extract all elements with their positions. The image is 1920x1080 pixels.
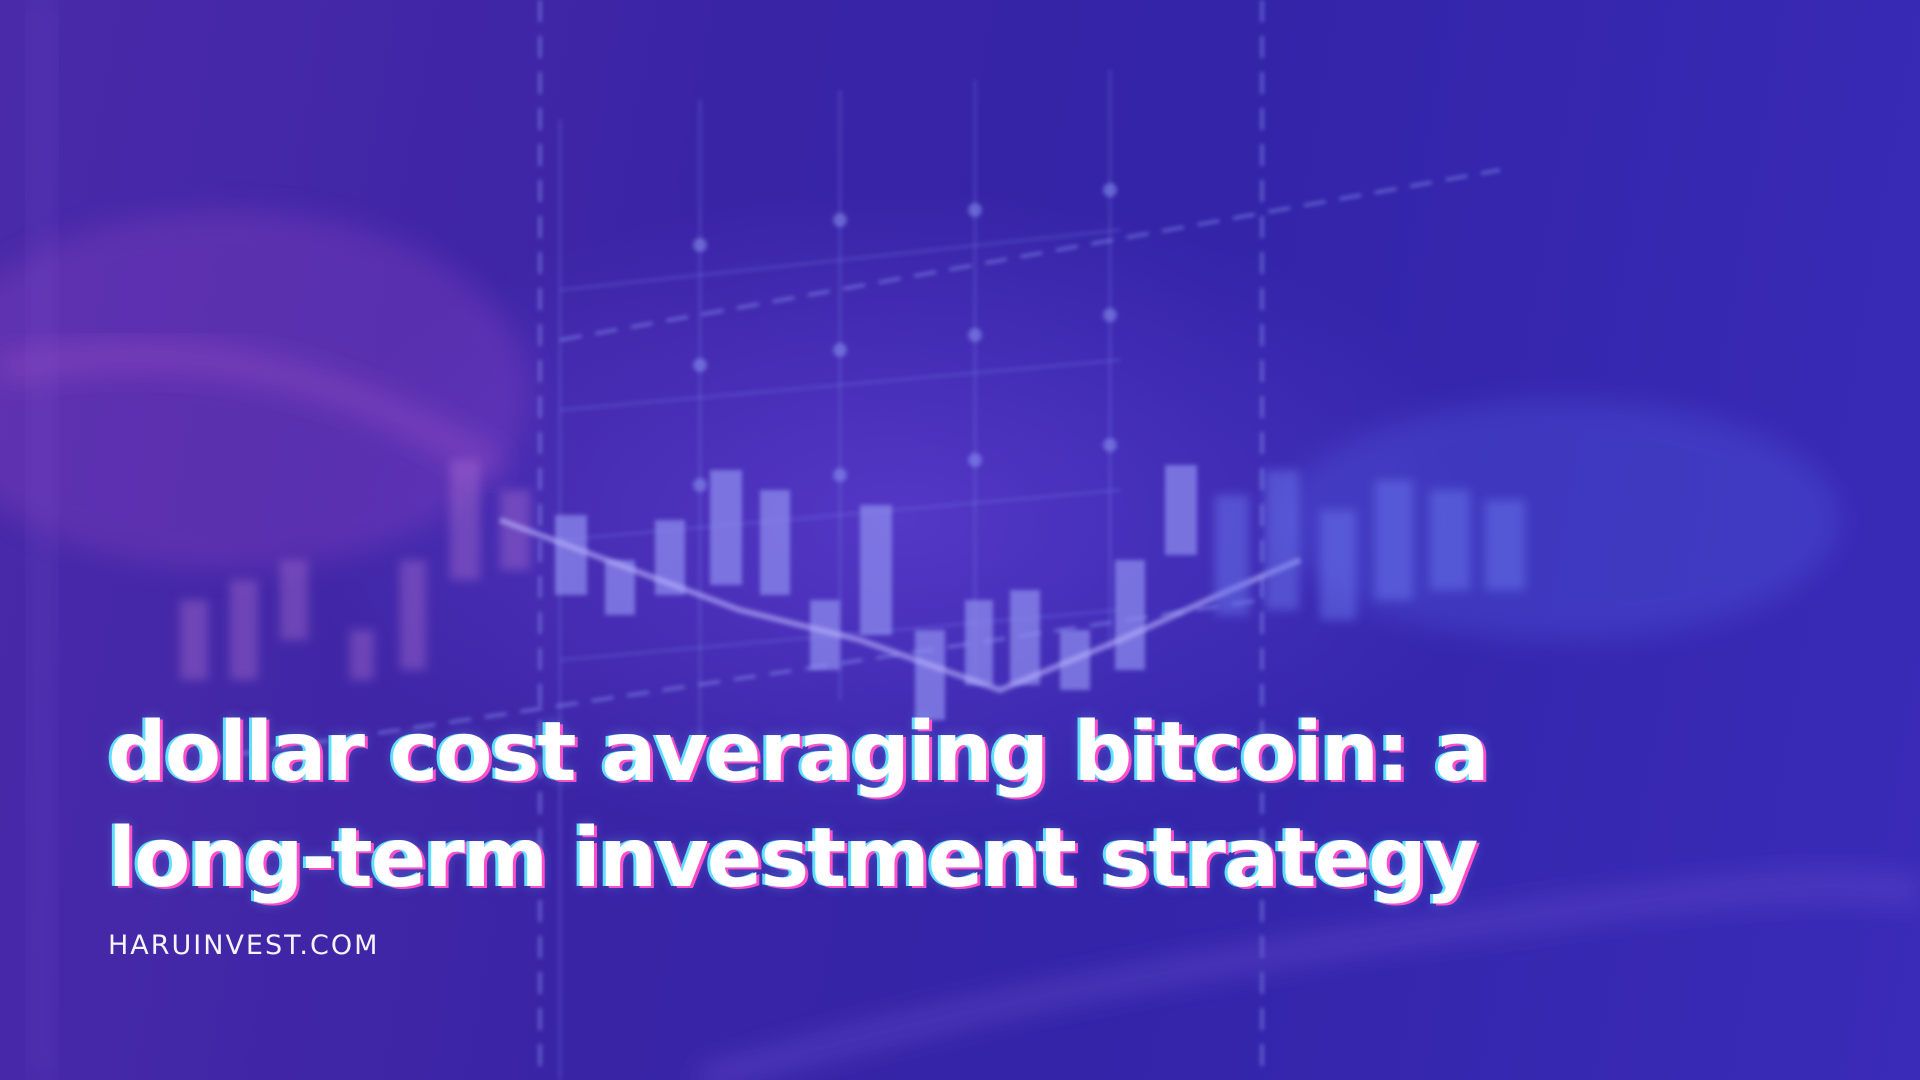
headline: dollar cost averaging bitcoin: a long-te… [108, 700, 1490, 912]
left-light-strip [30, 0, 54, 1080]
lower-curve [696, 874, 1920, 1080]
dashed-guides [199, 0, 1501, 1080]
blurred-candles-right [1215, 470, 1525, 620]
candles-main [555, 465, 1197, 720]
glow-center [300, 190, 1500, 850]
grid-dots [693, 183, 1117, 492]
upper-left-curve [0, 341, 508, 483]
site-domain: HARUINVEST.COM [108, 930, 380, 961]
headline-line-1: dollar cost averaging bitcoin: a [108, 705, 1490, 800]
headline-line-2: long-term investment strategy [108, 811, 1478, 906]
glow-right [1280, 400, 1840, 640]
glow-left [0, 210, 530, 570]
trend-line [498, 517, 1302, 694]
blurred-candles-left [180, 460, 530, 680]
title-block: dollar cost averaging bitcoin: a long-te… [108, 700, 1490, 961]
